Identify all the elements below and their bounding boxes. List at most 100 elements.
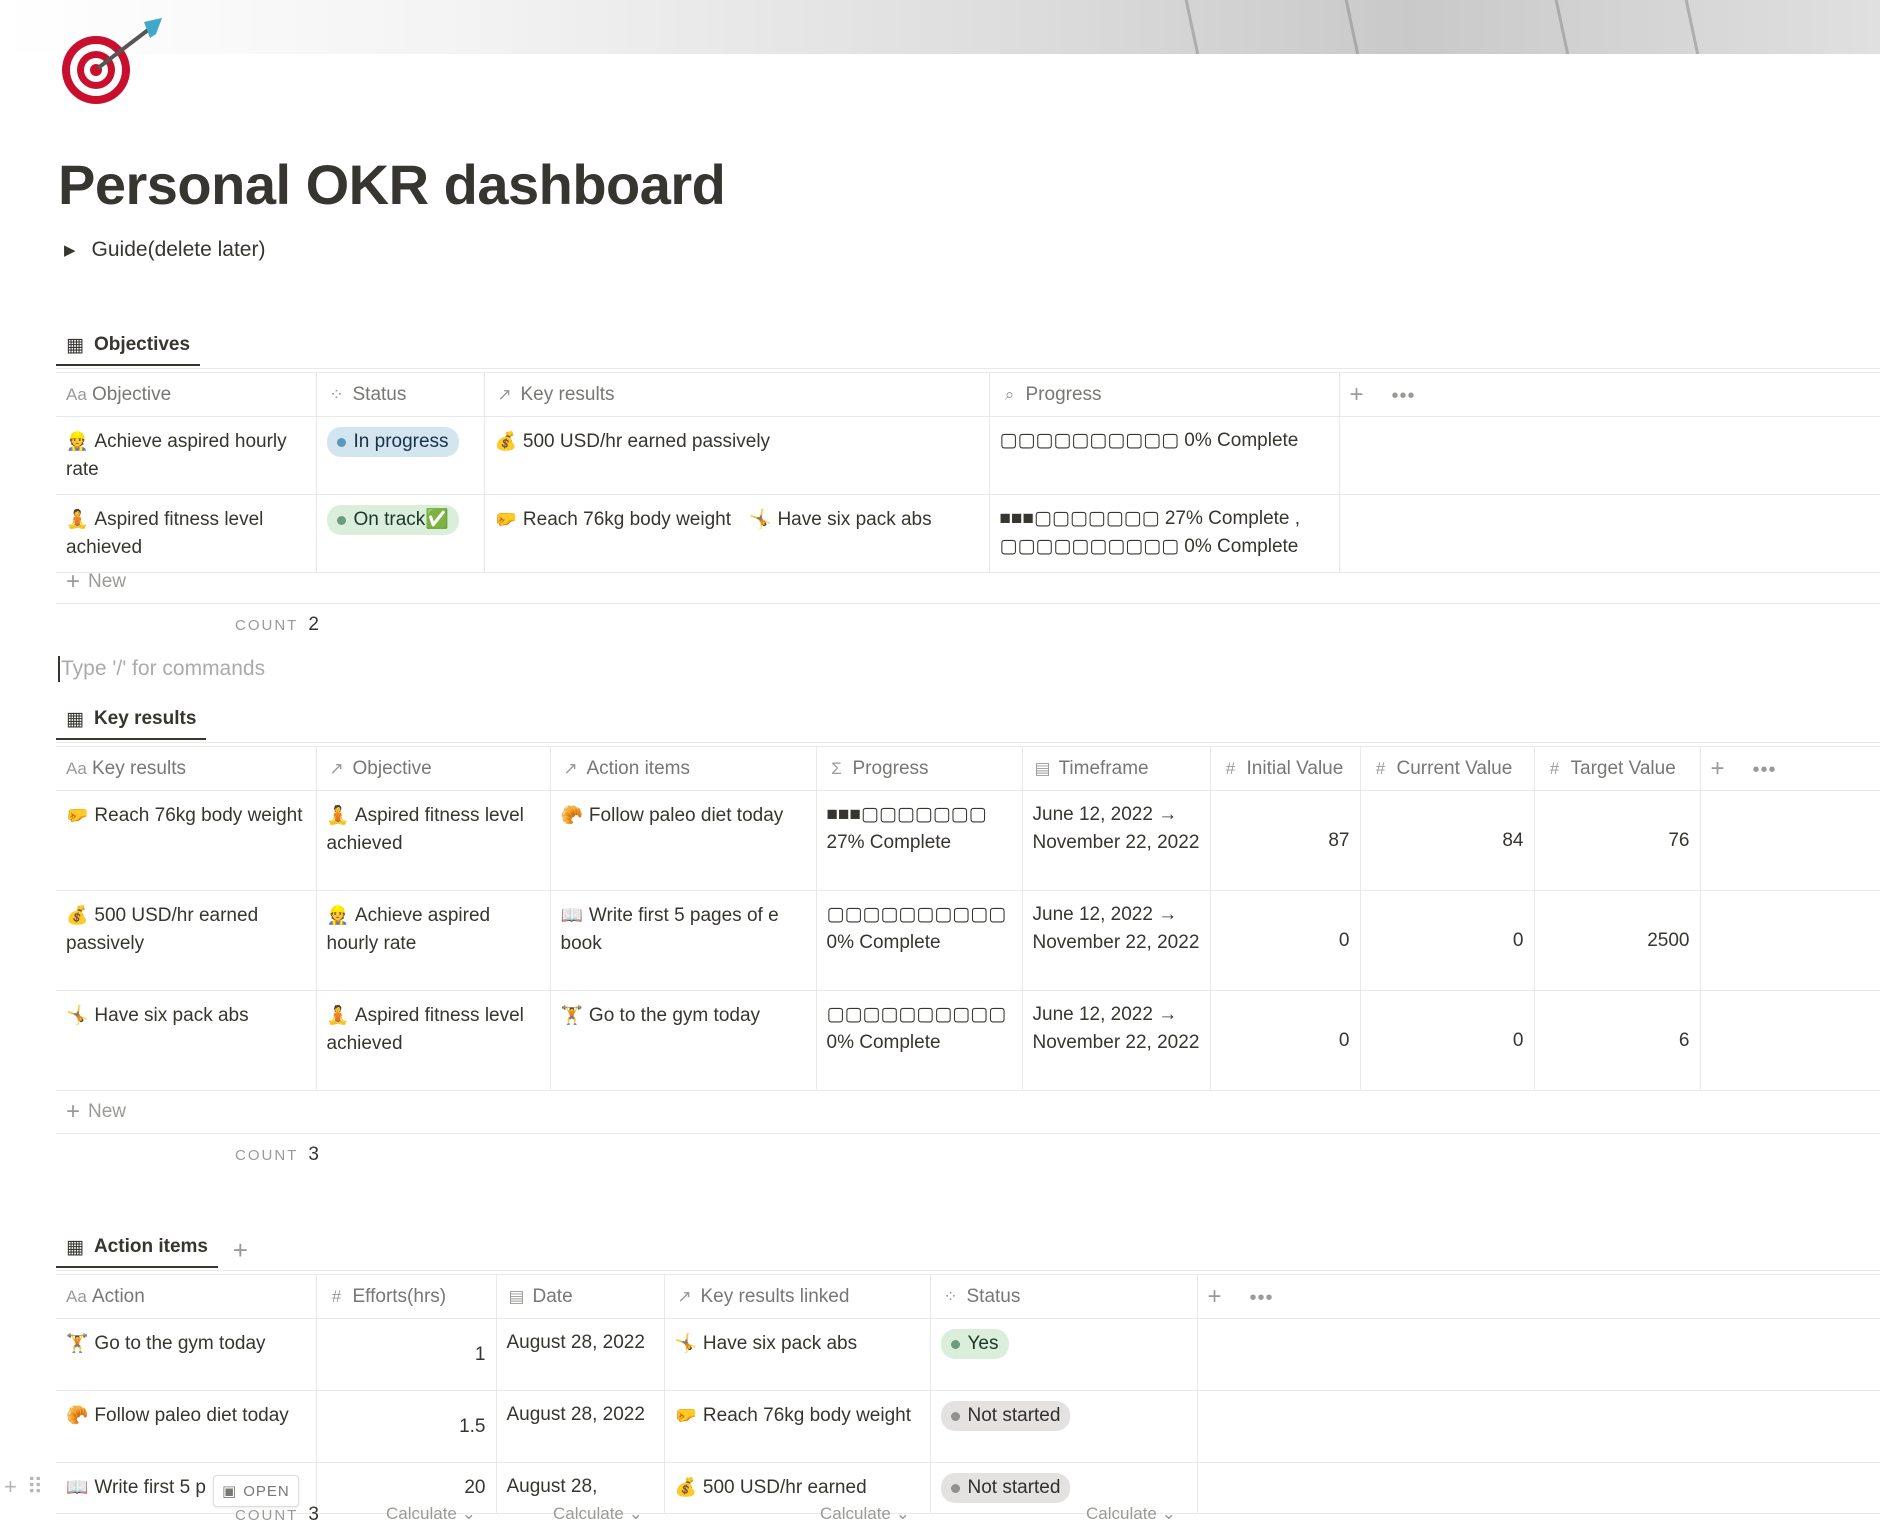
date-cell[interactable]: August 28,	[496, 1462, 665, 1514]
table-row[interactable]: 🤛 Reach 76kg body weight 🧘 Aspired fitness…	[56, 790, 1880, 891]
command-placeholder[interactable]: Type '/' for commands	[58, 656, 265, 682]
objective-cell[interactable]: 👷 Achieve aspired hourly rate	[56, 416, 317, 495]
column-header-status[interactable]: ⁘ Status	[930, 1274, 1198, 1319]
key-results-cell[interactable]: 🤛 Reach 76kg body weight 🤸 Have six pack ab…	[484, 494, 990, 573]
column-header-efforts[interactable]: # Efforts(hrs)	[316, 1274, 497, 1319]
action-relation-cell[interactable]: 📖 Write first 5 pages of e book	[550, 890, 817, 991]
efforts-cell[interactable]: 1.5	[316, 1390, 497, 1463]
dart-target-icon[interactable]	[56, 12, 168, 108]
objective-relation-cell[interactable]: 🧘 Aspired fitness level achieved	[316, 990, 551, 1091]
relation-link[interactable]: 🤛 Reach 76kg body weight	[495, 505, 732, 534]
column-header-current-value[interactable]: # Current Value	[1360, 746, 1535, 791]
more-options-icon[interactable]: •••	[1391, 384, 1416, 407]
status-cell[interactable]: Not started	[930, 1462, 1198, 1514]
column-header-initial-value[interactable]: # Initial Value	[1210, 746, 1361, 791]
column-header-objective[interactable]: ↗ Objective	[316, 746, 551, 791]
column-header-status[interactable]: ⁘ Status	[316, 372, 485, 417]
add-view-icon[interactable]: +	[232, 1235, 248, 1265]
page-title[interactable]: Personal OKR dashboard	[58, 153, 726, 216]
table-row[interactable]: 👷 Achieve aspired hourly rate In progress…	[56, 416, 1880, 495]
key-result-relation-cell[interactable]: 🤸 Have six pack abs	[664, 1318, 931, 1391]
column-header-timeframe[interactable]: ▤ Timeframe	[1022, 746, 1211, 791]
new-row-button[interactable]: + New	[56, 1090, 1880, 1134]
efforts-cell[interactable]: 20	[316, 1462, 497, 1514]
row-drag-handle[interactable]: + ⠿	[4, 1474, 43, 1500]
current-value-cell[interactable]: 0	[1360, 890, 1535, 991]
status-badge[interactable]: On track✅	[326, 505, 459, 535]
key-results-count[interactable]: COUNT 3	[235, 1144, 319, 1166]
more-options-icon[interactable]: •••	[1249, 1286, 1274, 1309]
drag-handle-icon[interactable]: ⠿	[26, 1474, 43, 1499]
column-header-key-results-linked[interactable]: ↗ Key results linked	[664, 1274, 931, 1319]
initial-value-cell[interactable]: 0	[1210, 990, 1361, 1091]
action-cell[interactable]: 🥐 Follow paleo diet today	[56, 1390, 317, 1463]
current-value-cell[interactable]: 0	[1360, 990, 1535, 1091]
table-row[interactable]: 🥐 Follow paleo diet today 1.5 August 28, …	[56, 1390, 1880, 1463]
action-relation-cell[interactable]: 🥐 Follow paleo diet today	[550, 790, 817, 891]
calculate-efforts[interactable]: Calculate ⌄	[386, 1504, 476, 1520]
efforts-cell[interactable]: 1	[316, 1318, 497, 1391]
action-items-count[interactable]: COUNT 3	[235, 1504, 319, 1520]
add-property-icon[interactable]: +	[1349, 380, 1364, 408]
target-value-cell[interactable]: 76	[1534, 790, 1701, 891]
status-badge[interactable]: Not started	[940, 1473, 1071, 1503]
initial-value-cell[interactable]: 0	[1210, 890, 1361, 991]
column-header-date[interactable]: ▤ Date	[496, 1274, 665, 1319]
date-cell[interactable]: August 28, 2022	[496, 1318, 665, 1391]
key-result-cell[interactable]: 🤸 Have six pack abs	[56, 990, 317, 1091]
objective-cell[interactable]: 🧘 Aspired fitness level achieved	[56, 494, 317, 573]
add-row-icon[interactable]: +	[4, 1474, 17, 1499]
key-result-cell[interactable]: 💰 500 USD/hr earned passively	[56, 890, 317, 991]
status-cell[interactable]: Not started	[930, 1390, 1198, 1463]
table-row[interactable]: 🤸 Have six pack abs 🧘 Aspired fitness leve…	[56, 990, 1880, 1091]
status-cell[interactable]: On track✅	[316, 494, 485, 573]
action-relation-cell[interactable]: 🏋 Go to the gym today	[550, 990, 817, 1091]
relation-link[interactable]: 🤸 Have six pack abs	[749, 505, 932, 534]
column-header-progress[interactable]: ⌕ Progress	[989, 372, 1340, 417]
timeframe-cell[interactable]: June 12, 2022 → November 22, 2022	[1022, 890, 1211, 991]
table-row[interactable]: 💰 500 USD/hr earned passively 👷 Achieve as…	[56, 890, 1880, 991]
key-results-view-tab[interactable]: ▦ Key results	[56, 700, 207, 740]
column-header-key-results[interactable]: Aa Key results	[56, 746, 317, 791]
add-property-icon[interactable]: +	[1710, 754, 1725, 782]
guide-toggle[interactable]: ▶ Guide(delete later)	[64, 238, 265, 262]
table-row[interactable]: 🧘 Aspired fitness level achieved On track…	[56, 494, 1880, 573]
status-cell[interactable]: Yes	[930, 1318, 1198, 1391]
timeframe-cell[interactable]: June 12, 2022 → November 22, 2022	[1022, 790, 1211, 891]
target-value-cell[interactable]: 2500	[1534, 890, 1701, 991]
calculate-date[interactable]: Calculate ⌄	[553, 1504, 643, 1520]
date-cell[interactable]: August 28, 2022	[496, 1390, 665, 1463]
column-header-objective[interactable]: Aa Objective	[56, 372, 317, 417]
column-header-key-results[interactable]: ↗ Key results	[484, 372, 990, 417]
timeframe-cell[interactable]: June 12, 2022 → November 22, 2022	[1022, 990, 1211, 1091]
add-property-icon[interactable]: +	[1207, 1282, 1222, 1310]
triangle-right-icon[interactable]: ▶	[64, 242, 76, 259]
table-row[interactable]: 🏋 Go to the gym today 1 August 28, 2022 🤸…	[56, 1318, 1880, 1391]
column-header-action[interactable]: Aa Action	[56, 1274, 317, 1319]
status-badge[interactable]: In progress	[326, 427, 459, 457]
more-options-icon[interactable]: •••	[1752, 758, 1777, 781]
status-badge[interactable]: Yes	[940, 1329, 1009, 1359]
key-result-relation-cell[interactable]: 🤛 Reach 76kg body weight	[664, 1390, 931, 1463]
column-header-action-items[interactable]: ↗ Action items	[550, 746, 817, 791]
objective-relation-cell[interactable]: 👷 Achieve aspired hourly rate	[316, 890, 551, 991]
relation-link[interactable]: 💰 500 USD/hr earned passively	[495, 427, 771, 456]
new-row-button[interactable]: + New	[56, 560, 1880, 604]
objective-relation-cell[interactable]: 🧘 Aspired fitness level achieved	[316, 790, 551, 891]
calculate-status[interactable]: Calculate ⌄	[1086, 1504, 1176, 1520]
status-badge[interactable]: Not started	[940, 1401, 1071, 1431]
objectives-view-tab[interactable]: ▦ Objectives	[56, 326, 201, 366]
open-row-button[interactable]: ▣ OPEN	[213, 1475, 299, 1507]
objectives-count[interactable]: COUNT 2	[235, 614, 319, 636]
key-result-cell[interactable]: 🤛 Reach 76kg body weight	[56, 790, 317, 891]
current-value-cell[interactable]: 84	[1360, 790, 1535, 891]
calculate-key-results-linked[interactable]: Calculate ⌄	[820, 1504, 910, 1520]
page-cover[interactable]	[0, 0, 1880, 54]
action-items-view-tab[interactable]: ▦ Action items +	[56, 1228, 248, 1268]
table-row[interactable]: 📖 Write first 5 p 20 August 28, 💰 500 USD/…	[56, 1462, 1880, 1514]
status-cell[interactable]: In progress	[316, 416, 485, 495]
key-results-cell[interactable]: 💰 500 USD/hr earned passively	[484, 416, 990, 495]
column-header-progress[interactable]: Σ Progress	[816, 746, 1023, 791]
key-result-relation-cell[interactable]: 💰 500 USD/hr earned	[664, 1462, 931, 1514]
column-header-target-value[interactable]: # Target Value	[1534, 746, 1701, 791]
